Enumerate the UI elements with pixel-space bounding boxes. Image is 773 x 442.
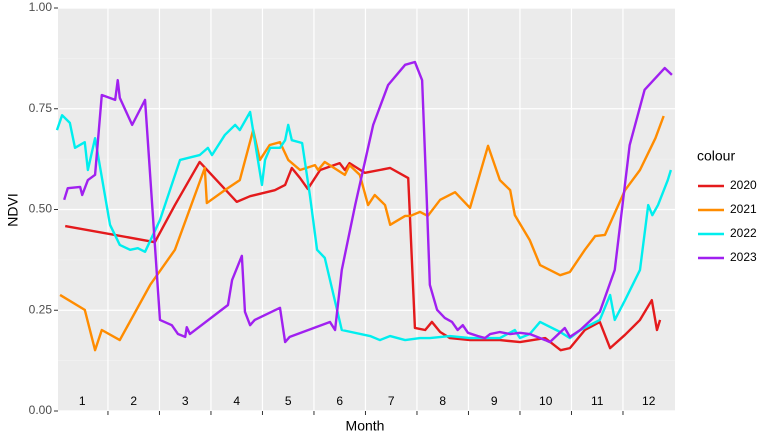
x-axis-title: Month xyxy=(346,418,385,434)
legend-title: colour xyxy=(697,148,735,164)
month-label: 2 xyxy=(130,394,137,408)
month-label: 5 xyxy=(285,394,292,408)
legend-label: 2022 xyxy=(730,226,757,240)
series-line xyxy=(55,110,673,342)
month-label: 9 xyxy=(491,394,498,408)
y-tick-label: 0.75 xyxy=(29,101,53,115)
month-label: 12 xyxy=(642,394,656,408)
y-tick-label: 0.25 xyxy=(29,302,53,316)
series-line xyxy=(64,160,662,352)
y-tick-label: 0.50 xyxy=(29,202,53,216)
y-tick-label: 1.00 xyxy=(29,0,53,14)
month-label: 7 xyxy=(388,394,395,408)
month-label: 6 xyxy=(336,394,343,408)
series-line xyxy=(63,60,673,344)
y-tick-label: 0.00 xyxy=(29,403,53,417)
series-line xyxy=(59,115,665,352)
legend-label: 2023 xyxy=(730,250,757,264)
month-label: 4 xyxy=(233,394,240,408)
legend-label: 2020 xyxy=(730,178,757,192)
month-label: 10 xyxy=(539,394,553,408)
legend-label: 2021 xyxy=(730,202,757,216)
month-label: 11 xyxy=(591,394,604,408)
month-label: 3 xyxy=(182,394,189,408)
month-label: 8 xyxy=(439,394,446,408)
y-axis-title: NDVI xyxy=(5,193,21,226)
month-label: 1 xyxy=(79,394,86,408)
